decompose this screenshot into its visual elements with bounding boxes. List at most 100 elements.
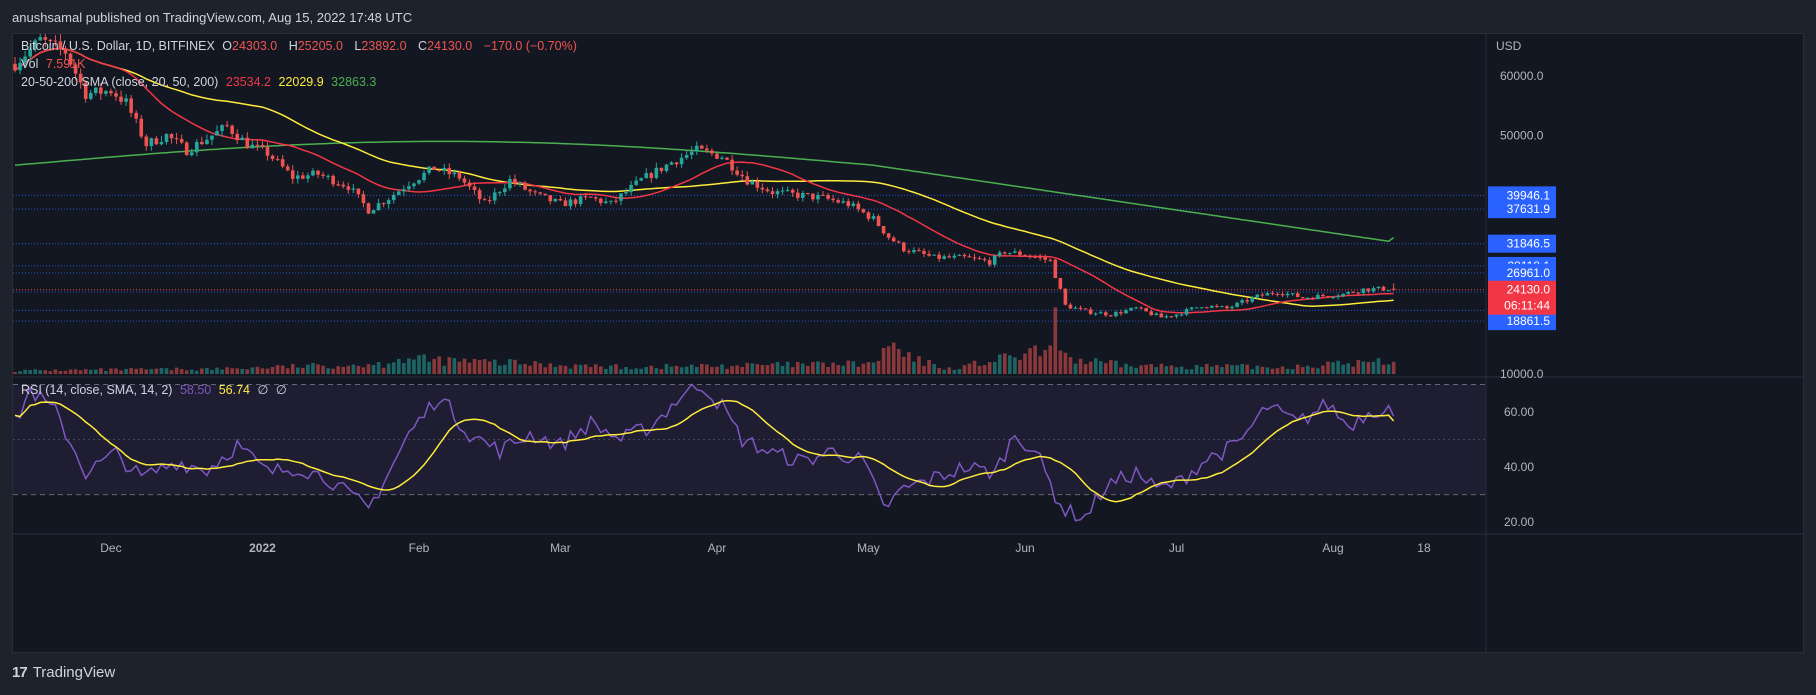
candle-body [1255,294,1260,298]
volume-legend: Vol 7.591K [21,57,90,71]
candle-body [1220,306,1224,308]
volume-bar [124,368,128,374]
candle-body [1376,286,1381,289]
candle-body [78,73,83,83]
volume-bar [235,368,239,374]
volume-bar [1048,345,1053,374]
sma20-value: 23534.2 [225,75,272,89]
volume-bar [1043,349,1047,374]
volume-bar [987,362,992,374]
volume-bar [543,367,548,374]
volume-bar [1154,367,1159,374]
candle-body [255,144,260,146]
volume-bar [912,361,916,374]
level-badge-label: 39946.1 [1507,188,1551,202]
candle-body [1341,293,1345,297]
candle-body [1285,293,1290,296]
volume-bar [826,366,830,374]
volume-bar [730,365,734,374]
volume-bar [962,365,967,374]
candle-body [290,170,295,179]
chart-frame[interactable]: USD 60000.0 50000.0 10000.0 39946.1 37631.9 31… [12,33,1804,653]
volume-bar [225,367,229,374]
volume-bar [694,366,699,374]
volume-bar [563,365,568,374]
volume-bar [619,369,623,374]
candle-body [689,151,694,155]
candle-body [841,201,845,203]
volume-bar [831,362,835,374]
volume-bar [1093,358,1098,374]
candle-body [785,189,790,191]
candle-body [1098,312,1103,314]
candle-body [599,198,603,204]
volume-bar [1194,364,1199,374]
high-label: H [288,39,298,53]
candle-body [407,186,411,190]
candle-body [63,48,68,54]
rsi-axis-tick: 60.00 [1504,405,1534,419]
candle-body [442,167,447,171]
candle-body [144,136,149,147]
candle-body [896,241,901,243]
volume-bar [215,367,219,374]
time-axis-label: 18 [1417,541,1431,555]
candle-body [1265,293,1270,296]
candle-body [795,192,800,198]
volume-bar [1098,361,1103,374]
volume-bar [841,365,845,374]
volume-bar [265,368,270,374]
candle-body [760,187,765,190]
volume-bar [154,368,159,374]
volume-bar [230,368,234,374]
time-axis-label: Apr [708,541,727,555]
volume-bar [184,370,189,374]
volume-bar [1053,307,1058,374]
volume-bar [937,368,941,374]
volume-bar [917,356,921,374]
volume-bar [1139,365,1143,374]
volume-bar [750,363,755,374]
volume-bar [99,368,103,374]
volume-bar [33,369,37,374]
candle-body [164,134,169,143]
candle-body [649,173,654,179]
candle-body [58,41,63,49]
volume-bar [896,348,901,374]
volume-bar [427,361,431,374]
volume-bar [462,358,467,374]
candle-body [1109,315,1113,317]
candle-body [1336,296,1340,298]
volume-bar [1063,352,1068,374]
volume-bar [533,361,537,374]
candle-body [1124,310,1128,314]
candle-body [982,259,987,261]
volume-bar [179,369,184,374]
volume-bar [1003,353,1007,374]
candle-body [452,172,457,175]
candle-body [492,192,497,201]
close-label: C [418,39,428,53]
volume-bar [1109,360,1113,374]
footer-brand[interactable]: 17 TradingView [12,664,115,681]
candle-body [891,237,896,242]
volume-bar [189,369,194,374]
change-value: −170.0 (−0.70%) [483,39,577,53]
volume-bar [1270,368,1275,374]
candle-body [422,172,426,181]
candle-body [578,196,583,205]
candle-body [174,138,179,140]
volume-bar [477,360,482,374]
volume-bar [997,354,1002,374]
candle-body [674,162,679,165]
candle-body [513,178,517,184]
volume-bar [1361,361,1366,374]
volume-bar [1169,365,1174,374]
volume-bar [1159,363,1164,374]
candle-body [927,253,931,256]
candle-body [609,200,613,202]
volume-bar [876,360,881,374]
candle-body [467,182,472,187]
candle-body [831,198,835,201]
